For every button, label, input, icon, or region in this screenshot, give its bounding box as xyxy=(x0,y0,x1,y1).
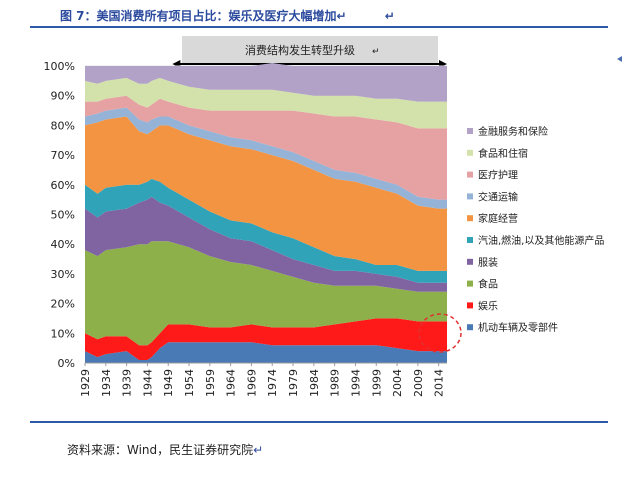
x-axis: 1929 1934 1939 1944 1949 1954 1959 1964 1969 1974… xyxy=(79,362,447,397)
legend-label: 食品和住宿 xyxy=(478,147,528,160)
legend-swatch xyxy=(467,193,473,200)
legend: 金融服务和保险食品和住宿医疗护理交通运输家庭经营汽油,燃油,以及其他能源产品服装… xyxy=(467,125,604,334)
legend-label: 服装 xyxy=(478,256,498,269)
top-rule xyxy=(30,26,608,28)
x-tick-label: 1994 xyxy=(349,369,362,397)
x-tick-label: 1934 xyxy=(100,369,113,397)
y-tick-label: 50% xyxy=(51,209,75,222)
legend-swatch xyxy=(467,171,473,178)
y-tick-label: 60% xyxy=(51,179,75,192)
y-tick-label: 80% xyxy=(51,119,75,132)
y-axis: 0% 10% 20% 30% 40% 50% 60% 70% 80% 90% 100% xyxy=(44,60,75,370)
y-tick-label: 100% xyxy=(44,60,75,73)
x-tick-label: 1959 xyxy=(204,369,217,397)
series-area xyxy=(85,95,447,200)
x-tick-label: 1939 xyxy=(121,369,134,397)
legend-label: 交通运输 xyxy=(478,190,518,203)
series-area xyxy=(85,107,447,209)
x-tick-label: 1954 xyxy=(183,369,196,397)
x-tick-label: 1999 xyxy=(370,369,383,397)
x-tick-label: 1949 xyxy=(162,369,175,397)
legend-swatch xyxy=(467,215,473,222)
legend-label: 食品 xyxy=(478,278,498,291)
legend-label: 家庭经营 xyxy=(478,212,518,225)
paragraph-mark-icon: ↵ xyxy=(253,443,264,457)
x-tick-label: 1984 xyxy=(308,369,321,397)
y-tick-label: 0% xyxy=(58,357,75,370)
x-tick-label: 1979 xyxy=(287,369,300,397)
series-area xyxy=(85,116,447,271)
legend-swatch xyxy=(467,302,473,309)
x-tick-label: 1989 xyxy=(329,369,342,397)
highlight-circle xyxy=(418,313,462,353)
legend-label: 金融服务和保险 xyxy=(478,125,548,138)
paragraph-mark-icon: ↵ xyxy=(336,9,347,23)
x-tick-label: 2014 xyxy=(433,369,446,397)
x-tick-label: 1944 xyxy=(141,369,154,397)
series-area xyxy=(85,178,447,283)
figure-title: 图 7：美国消费所有项目占比：娱乐及医疗大幅增加↵ ↵ xyxy=(60,7,395,24)
y-tick-label: 30% xyxy=(51,268,75,281)
annotation-mark-icon: ↵ xyxy=(372,47,380,57)
bottom-rule xyxy=(30,421,608,423)
legend-label: 机动车辆及零部件 xyxy=(478,321,558,334)
source-text: 资料来源：Wind，民生证券研究院 xyxy=(67,443,254,457)
legend-swatch xyxy=(467,237,473,243)
legend-swatch xyxy=(467,128,473,134)
annotation-label: 消费结构发生转型升级 xyxy=(245,43,355,57)
y-tick-label: 10% xyxy=(51,327,75,340)
margin-marker-icon xyxy=(617,56,622,62)
y-tick-label: 20% xyxy=(51,298,75,311)
x-tick-label: 1974 xyxy=(266,369,279,397)
x-tick-label: 2009 xyxy=(412,369,425,397)
annotation-band xyxy=(182,36,438,63)
legend-swatch xyxy=(467,258,473,265)
legend-label: 娱乐 xyxy=(478,299,498,312)
legend-label: 汽油,燃油,以及其他能源产品 xyxy=(478,234,604,247)
x-tick-label: 1964 xyxy=(225,369,238,397)
series-area xyxy=(85,196,447,292)
y-tick-label: 70% xyxy=(51,149,75,162)
series-area xyxy=(85,342,447,363)
legend-swatch xyxy=(467,324,473,331)
y-tick-label: 90% xyxy=(51,90,75,103)
series-area xyxy=(85,241,447,346)
legend-swatch xyxy=(467,280,473,287)
series-area xyxy=(85,63,447,102)
stacked-area-chart: 消费结构发生转型升级 ↵ 0% 10% 20% 30% 40% 50% 60% 70% 80% 9… xyxy=(44,36,604,397)
paragraph-mark-icon: ↵ xyxy=(384,9,395,23)
legend-label: 医疗护理 xyxy=(478,169,518,182)
x-tick-label: 2004 xyxy=(391,369,404,397)
series-area xyxy=(85,77,447,129)
x-tick-label: 1969 xyxy=(245,369,258,397)
series-areas xyxy=(85,63,447,363)
figure-title-text: 图 7：美国消费所有项目占比：娱乐及医疗大幅增加 xyxy=(60,9,337,23)
legend-swatch xyxy=(467,149,473,156)
y-tick-label: 40% xyxy=(51,238,75,251)
series-area xyxy=(85,318,447,360)
x-tick-label: 1929 xyxy=(79,369,92,397)
source-note: 资料来源：Wind，民生证券研究院↵ xyxy=(67,441,263,458)
